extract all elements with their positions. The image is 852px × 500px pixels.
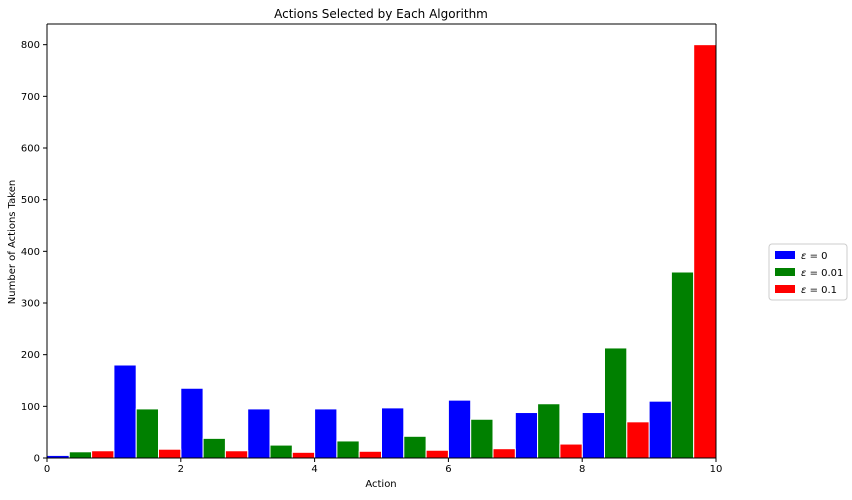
bar-series-2-action-0 <box>91 450 115 459</box>
bar-series-1-action-3 <box>269 444 293 459</box>
legend-label: ε = 0.1 <box>801 285 837 296</box>
bar-series-1-action-2 <box>202 437 226 459</box>
y-tick-label: 300 <box>21 299 40 310</box>
y-tick-label: 800 <box>21 40 40 51</box>
bar-series-2-action-9 <box>693 44 717 459</box>
x-tick-label: 10 <box>710 464 723 475</box>
bar-series-1-action-0 <box>68 451 93 459</box>
x-tick-label: 0 <box>44 464 50 475</box>
y-axis-label: Number of Actions Taken <box>7 180 18 304</box>
x-tick-label: 6 <box>445 464 451 475</box>
bar-series-0-action-4 <box>314 408 338 459</box>
y-tick-label: 500 <box>21 195 40 206</box>
bar-series-1-action-4 <box>336 440 360 459</box>
y-tick-label: 100 <box>21 402 40 413</box>
bar-series-1-action-7 <box>537 403 561 459</box>
y-tick-label: 600 <box>21 144 40 155</box>
legend-label: ε = 0.01 <box>801 268 843 279</box>
x-tick-label: 2 <box>178 464 184 475</box>
legend-swatch <box>775 285 795 293</box>
chart-title: Actions Selected by Each Algorithm <box>274 7 488 21</box>
bar-series-2-action-1 <box>158 448 182 459</box>
bar-series-0-action-2 <box>180 387 204 459</box>
bar-series-2-action-2 <box>224 450 249 459</box>
x-tick-label: 8 <box>579 464 585 475</box>
legend-swatch <box>775 251 795 259</box>
bar-series-0-action-5 <box>381 407 405 459</box>
bar-series-2-action-6 <box>492 448 516 459</box>
bar-series-2-action-3 <box>291 451 316 459</box>
legend-label: ε = 0 <box>801 251 828 262</box>
bar-series-1-action-8 <box>604 347 628 459</box>
bars-layer <box>46 44 717 459</box>
bar-series-0-action-6 <box>447 399 472 459</box>
bar-series-2-action-8 <box>626 421 650 459</box>
bar-series-1-action-1 <box>135 408 159 459</box>
y-tick-label: 400 <box>21 247 40 258</box>
x-axis-label: Action <box>365 479 396 490</box>
legend-swatch <box>775 268 795 276</box>
bar-series-2-action-5 <box>425 449 449 459</box>
bar-series-0-action-7 <box>514 412 539 459</box>
bar-series-1-action-5 <box>403 435 427 459</box>
bar-series-0-action-1 <box>113 364 137 459</box>
axes-layer <box>46 23 717 459</box>
bar-series-0-action-8 <box>581 412 606 459</box>
bar-series-2-action-4 <box>358 450 383 459</box>
legend: ε = 0 ε = 0.01 ε = 0.1 <box>768 243 848 301</box>
y-tick-label: 0 <box>34 454 40 465</box>
bar-series-2-action-7 <box>559 443 583 459</box>
bar-series-1-action-9 <box>670 271 695 459</box>
y-tick-label: 200 <box>21 350 40 361</box>
x-tick-label: 4 <box>311 464 317 475</box>
bar-series-1-action-6 <box>470 418 494 459</box>
bar-series-0-action-9 <box>648 400 672 459</box>
y-tick-label: 700 <box>21 92 40 103</box>
bar-series-0-action-3 <box>247 408 271 459</box>
